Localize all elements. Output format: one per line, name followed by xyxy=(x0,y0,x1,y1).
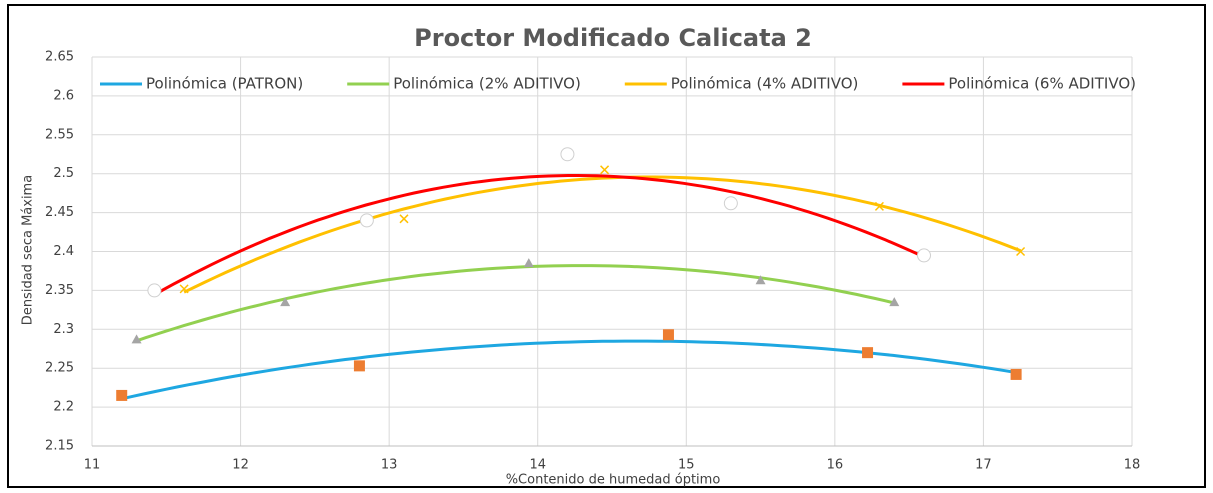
point xyxy=(755,275,766,285)
y-tick-label: 2.25 xyxy=(45,361,74,376)
x-tick-label: 18 xyxy=(1124,458,1141,473)
x-tick-label: 13 xyxy=(381,458,398,473)
point xyxy=(116,389,128,401)
point xyxy=(179,284,189,294)
legend-label: Polinómica (PATRON) xyxy=(146,75,303,93)
point xyxy=(1016,246,1026,257)
point xyxy=(862,347,874,359)
y-tick-label: 2.45 xyxy=(45,205,74,220)
y-axis-label: Densidad seca Máxima xyxy=(21,175,36,325)
point xyxy=(917,248,931,263)
chart-title: Proctor Modificado Calicata 2 xyxy=(414,24,812,52)
y-tick-label: 2.6 xyxy=(53,88,74,103)
point xyxy=(131,334,142,344)
point xyxy=(523,258,534,268)
point xyxy=(399,214,409,224)
trendline xyxy=(153,174,925,297)
y-tick-label: 2.35 xyxy=(45,283,74,298)
x-tick-label: 15 xyxy=(678,458,695,473)
x-tick-label: 16 xyxy=(827,458,844,473)
x-tick-label: 14 xyxy=(529,458,546,473)
y-tick-label: 2.15 xyxy=(45,439,74,454)
point xyxy=(147,283,162,298)
point xyxy=(359,213,374,228)
x-tick-label: 17 xyxy=(975,458,992,473)
point xyxy=(723,196,738,211)
y-tick-label: 2.2 xyxy=(53,400,74,415)
point xyxy=(874,201,884,211)
legend-label: Polinómica (2% ADITIVO) xyxy=(393,75,581,93)
legend-label: Polinómica (6% ADITIVO) xyxy=(948,75,1136,93)
point xyxy=(1010,368,1022,380)
trendline xyxy=(136,264,895,343)
y-tick-label: 2.65 xyxy=(45,50,74,65)
x-tick-label: 11 xyxy=(84,458,101,473)
y-tick-label: 2.5 xyxy=(53,166,74,181)
point xyxy=(889,297,900,307)
point xyxy=(560,147,575,162)
point xyxy=(662,329,674,341)
x-axis-label: %Contenido de humedad óptimo xyxy=(506,473,721,488)
x-tick-label: 12 xyxy=(232,458,249,473)
legend-label: Polinómica (4% ADITIVO) xyxy=(671,75,859,93)
point xyxy=(280,297,291,307)
y-tick-label: 2.55 xyxy=(45,127,74,142)
y-tick-label: 2.4 xyxy=(53,244,74,259)
y-tick-label: 2.3 xyxy=(53,322,74,337)
trendline xyxy=(183,175,1022,294)
point xyxy=(600,165,610,175)
point xyxy=(353,360,365,372)
